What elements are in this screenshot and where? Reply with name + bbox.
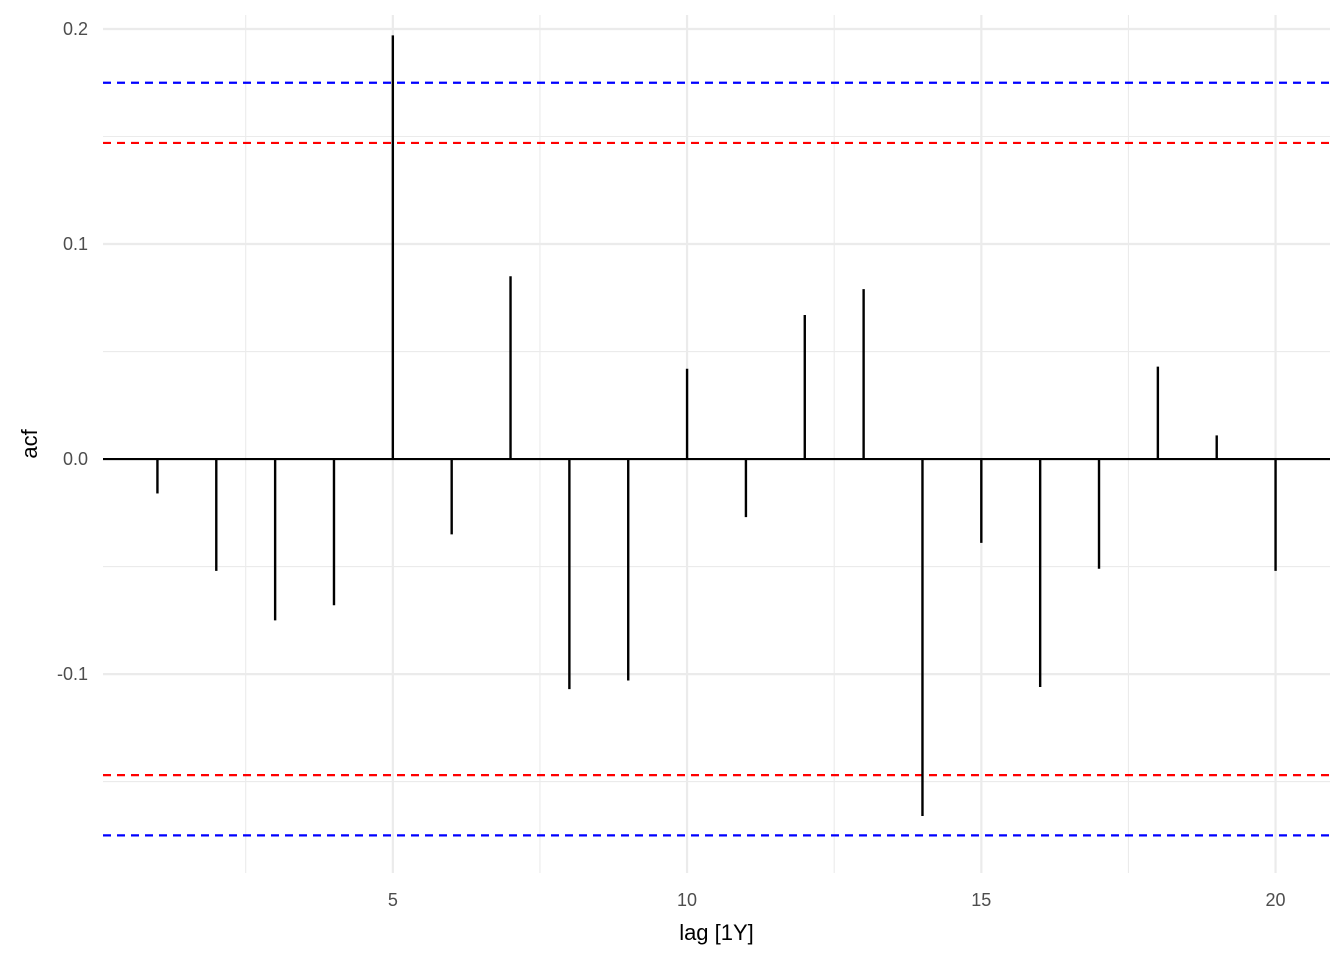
- x-axis-title: lag [1Y]: [679, 920, 754, 945]
- y-axis-title: acf: [17, 428, 42, 458]
- confidence-bound-lines: [103, 81, 1330, 837]
- minor-gridlines: [103, 15, 1330, 873]
- y-tick-label: 0.0: [63, 449, 88, 469]
- y-tick-label: 0.1: [63, 234, 88, 254]
- x-axis-tick-labels: 5 10 15 20: [388, 890, 1286, 910]
- x-tick-label: 20: [1266, 890, 1286, 910]
- acf-bars: [156, 35, 1277, 817]
- x-tick-label: 5: [388, 890, 398, 910]
- y-tick-label: -0.1: [57, 664, 88, 684]
- x-tick-label: 15: [971, 890, 991, 910]
- y-axis-tick-labels: -0.1 0.0 0.1 0.2: [57, 19, 88, 684]
- x-tick-label: 10: [677, 890, 697, 910]
- y-tick-label: 0.2: [63, 19, 88, 39]
